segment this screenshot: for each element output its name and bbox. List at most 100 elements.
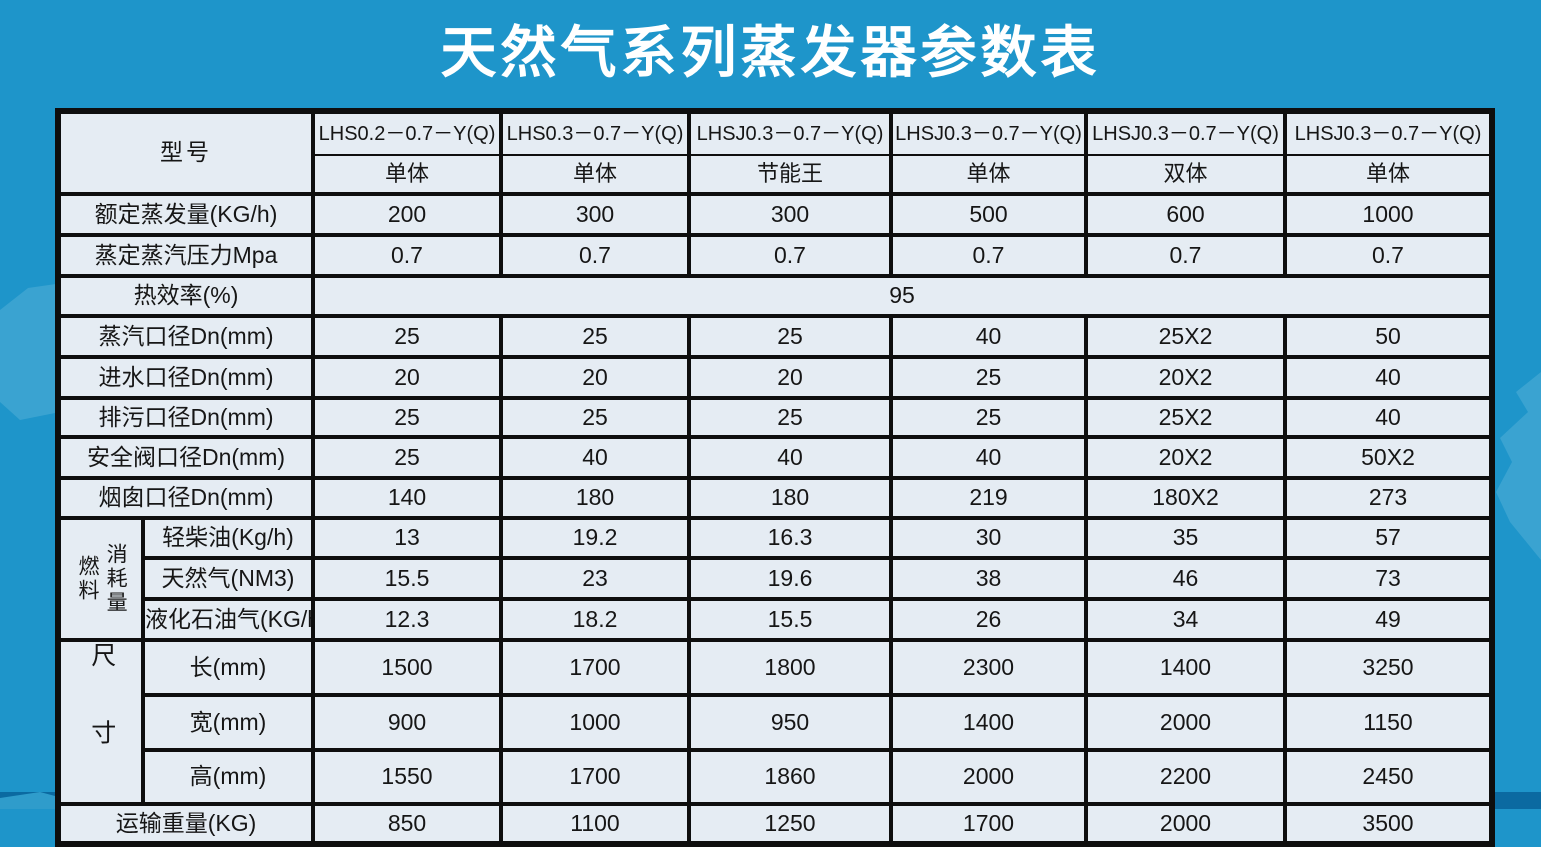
value-cell: 2300 [889, 638, 1088, 697]
value-cell: 1800 [687, 638, 893, 697]
value-cell: 57 [1283, 516, 1494, 560]
table-row-models: 型号 LHS0.2－0.7－Y(Q) LHS0.3－0.7－Y(Q) LHSJ0… [56, 109, 1494, 196]
value-cell: 20 [311, 355, 503, 400]
value-cell: 25 [499, 314, 691, 359]
value-cell: 500 [889, 192, 1088, 237]
value-cell: 25X2 [1084, 314, 1287, 359]
value-cell: 900 [311, 692, 503, 752]
value-cell: 25 [889, 355, 1088, 400]
value-cell: 3500 [1283, 802, 1494, 847]
row-label: 长(mm) [141, 638, 315, 697]
model-cell: LHS0.3－0.7－Y(Q) [499, 109, 691, 156]
map-landmass-right [1496, 372, 1541, 560]
table-row-natural-gas: 天然气(NM3) 15.5 23 19.6 38 46 73 [58, 556, 1494, 601]
value-cell: 23 [499, 556, 691, 601]
value-cell: 200 [311, 192, 503, 237]
table-row-steam-port: 蒸汽口径Dn(mm) 25 25 25 40 25X2 50 [56, 314, 1494, 359]
row-label: 安全阀口径Dn(mm) [56, 435, 315, 480]
value-cell: 73 [1283, 556, 1494, 601]
value-cell: 2000 [1084, 692, 1287, 752]
model-cell: LHS0.2－0.7－Y(Q) [311, 109, 503, 156]
value-cell: 38 [889, 556, 1088, 601]
type-cell: 单体 [889, 154, 1088, 196]
value-cell: 13 [311, 516, 503, 560]
table-row-safety-valve: 安全阀口径Dn(mm) 25 40 40 40 20X2 50X2 [56, 435, 1494, 480]
value-cell: 0.7 [1084, 233, 1287, 278]
table-row-chimney: 烟囱口径Dn(mm) 140 180 180 219 180X2 273 [56, 476, 1494, 520]
value-cell: 1700 [889, 802, 1088, 847]
type-cell: 单体 [1283, 154, 1494, 196]
value-cell: 40 [499, 435, 691, 480]
value-cell: 1550 [311, 747, 503, 807]
value-cell: 1860 [687, 747, 893, 807]
value-cell: 3250 [1283, 638, 1494, 697]
row-label: 进水口径Dn(mm) [56, 355, 315, 400]
value-cell: 25 [687, 314, 893, 359]
model-cell: LHSJ0.3－0.7－Y(Q) [889, 109, 1088, 156]
value-cell: 40 [889, 314, 1088, 359]
table-row-diesel: 燃料 消耗量 轻柴油(Kg/h) 13 19.2 16.3 30 35 57 [56, 516, 1494, 642]
value-cell: 300 [687, 192, 893, 237]
row-label: 宽(mm) [141, 692, 315, 752]
table-row-lpg: 液化石油气(KG/h) 12.3 18.2 15.5 26 34 49 [58, 597, 1494, 642]
value-cell: 1500 [311, 638, 503, 697]
value-cell: 25 [311, 396, 503, 439]
size-group-label-text: 尺寸 [87, 642, 116, 797]
value-cell: 0.7 [311, 233, 503, 278]
value-cell: 273 [1283, 476, 1494, 520]
value-cell: 30 [889, 516, 1088, 560]
value-cell: 20 [687, 355, 893, 400]
table-row-types: 单体 单体 节能王 单体 双体 单体 [58, 154, 1494, 196]
value-cell: 1250 [687, 802, 893, 847]
row-label: 额定蒸发量(KG/h) [56, 192, 315, 237]
value-cell: 1700 [499, 747, 691, 807]
fuel-group-label-text: 消耗量 [104, 543, 128, 615]
fuel-group-label-text: 燃料 [76, 555, 99, 603]
model-cell: LHSJ0.3－0.7－Y(Q) [1084, 109, 1287, 156]
row-label: 热效率(%) [56, 274, 315, 318]
value-cell: 140 [311, 476, 503, 520]
type-cell: 单体 [311, 154, 503, 196]
value-cell: 19.6 [687, 556, 893, 601]
bottom-left-wave [0, 792, 55, 809]
size-group-label: 尺寸 [56, 637, 145, 807]
value-cell: 1000 [1283, 192, 1494, 237]
value-cell: 20X2 [1084, 435, 1287, 480]
value-cell: 180 [687, 476, 893, 520]
row-label: 蒸汽口径Dn(mm) [56, 314, 315, 359]
row-label: 轻柴油(Kg/h) [141, 516, 315, 560]
value-cell: 15.5 [687, 597, 893, 642]
value-cell: 34 [1084, 597, 1287, 642]
value-cell: 19.2 [499, 516, 691, 560]
value-cell: 0.7 [499, 233, 691, 278]
value-cell: 2000 [1084, 802, 1287, 847]
value-cell: 18.2 [499, 597, 691, 642]
value-cell: 2000 [889, 747, 1088, 807]
value-cell: 50X2 [1283, 435, 1494, 480]
table-row-evaporation: 额定蒸发量(KG/h) 200 300 300 500 600 1000 [56, 192, 1494, 237]
row-label: 高(mm) [141, 747, 315, 807]
value-cell: 300 [499, 192, 691, 237]
table-row-height: 高(mm) 1550 1700 1860 2000 2200 2450 [58, 747, 1494, 807]
value-cell: 25 [889, 396, 1088, 439]
value-cell: 12.3 [311, 597, 503, 642]
value-cell: 0.7 [687, 233, 893, 278]
row-label: 烟囱口径Dn(mm) [56, 476, 315, 520]
value-cell: 49 [1283, 597, 1494, 642]
model-cell: LHSJ0.3－0.7－Y(Q) [1283, 109, 1494, 156]
value-cell: 1400 [1084, 638, 1287, 697]
value-cell: 40 [1283, 355, 1494, 400]
value-cell: 25 [499, 396, 691, 439]
value-cell: 26 [889, 597, 1088, 642]
value-cell: 25 [311, 435, 503, 480]
value-cell: 40 [687, 435, 893, 480]
value-cell: 2450 [1283, 747, 1494, 807]
value-cell: 25X2 [1084, 396, 1287, 439]
type-cell: 双体 [1084, 154, 1287, 196]
type-cell: 单体 [499, 154, 691, 196]
type-cell: 节能王 [687, 154, 893, 196]
model-cell: LHSJ0.3－0.7－Y(Q) [687, 109, 893, 156]
table-row-transport-weight: 运输重量(KG) 850 1100 1250 1700 2000 3500 [56, 802, 1494, 847]
value-cell: 16.3 [687, 516, 893, 560]
row-label: 液化石油气(KG/h) [141, 597, 315, 642]
